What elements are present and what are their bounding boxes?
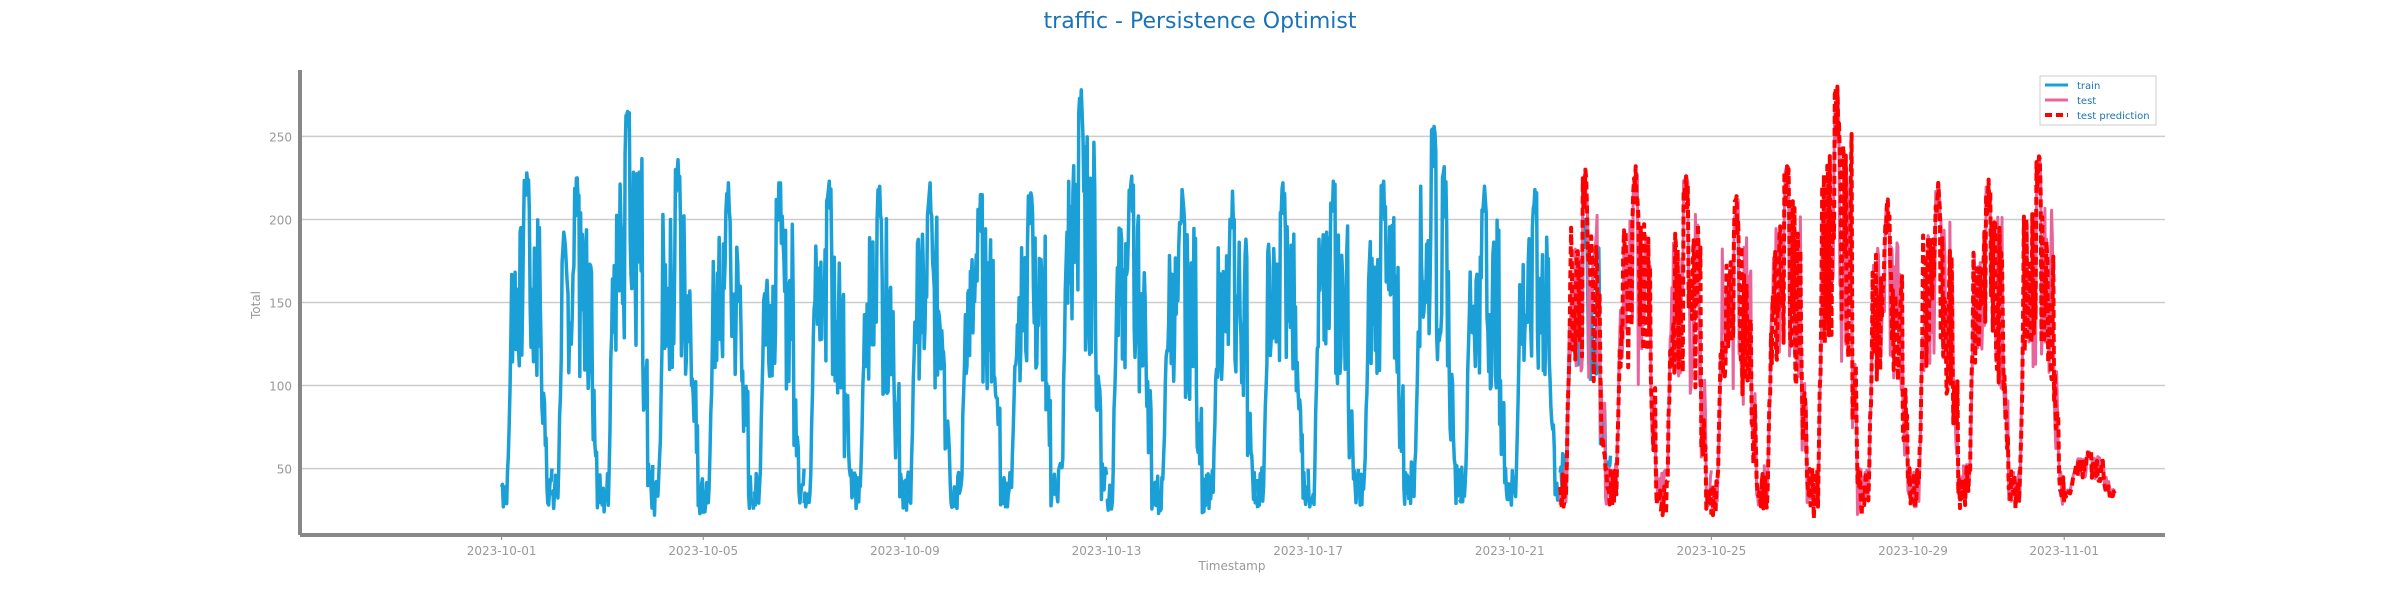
series-train-day-2023-10-06: [752, 181, 806, 507]
x-tick-label: 2023-10-21: [1475, 544, 1545, 558]
axis-layer: 50 100 150 200 250 2023-10-01 2023-10-05 2023-1…: [269, 70, 2165, 558]
series-test-prediction-day-2023-10-30: [1961, 177, 2016, 508]
series-train-day-2023-10-11: [1003, 191, 1058, 509]
x-tick-label: 2023-10-05: [668, 544, 738, 558]
series-train-day-2023-10-02: [550, 176, 605, 511]
series-test-prediction-day-2023-10-23: [1608, 164, 1663, 508]
y-tick-label: 150: [269, 297, 292, 311]
y-axis-label: Total: [249, 291, 263, 320]
series-test-prediction-day-2023-10-26: [1759, 164, 1815, 511]
series-train-day-2023-10-18: [1356, 179, 1411, 507]
y-tick-label: 250: [269, 130, 292, 144]
series-train-day-2023-10-08: [852, 184, 907, 511]
series-train-day-2023-10-14: [1155, 187, 1210, 516]
series-train-day-2023-10-15: [1205, 189, 1260, 511]
legend-label-prediction: test prediction: [2077, 111, 2150, 122]
series-test-prediction-day-2023-10-31: [2011, 154, 2067, 511]
x-tick-label: 2023-10-17: [1273, 544, 1343, 558]
series-train-day-2023-10-20: [1457, 184, 1512, 504]
series-train-day-2023-10-01: [499, 171, 554, 509]
legend-label-train: train: [2077, 81, 2100, 92]
y-tick-label: 200: [269, 213, 292, 227]
series-test-prediction: [1558, 84, 2117, 521]
data-layer: [499, 84, 2117, 521]
x-axis-label: Timestamp: [1198, 559, 1266, 573]
series-train: [499, 88, 1613, 517]
series-train-day-2023-10-10: [953, 192, 1008, 511]
series-train-day-2023-10-07: [802, 179, 857, 509]
y-tick-label: 100: [269, 380, 292, 394]
series-test-prediction-day-2023-11-01: [2062, 450, 2117, 499]
series-test-prediction-day-2023-10-24: [1658, 174, 1714, 518]
chart-title: traffic - Persistence Optimist: [1044, 9, 1357, 34]
y-tick-label: 50: [277, 463, 292, 477]
x-tick-label: 2023-10-29: [1878, 544, 1948, 558]
legend-label-test: test: [2077, 96, 2096, 107]
series-test-prediction-day-2023-10-27: [1810, 84, 1865, 521]
series-train-day-2023-10-13: [1105, 174, 1159, 512]
series-test-prediction-day-2023-10-25: [1710, 194, 1764, 518]
x-tick-label: 2023-11-01: [2029, 544, 2099, 558]
series-train-day-2023-10-12: [1054, 88, 1109, 504]
x-tick-label: 2023-10-13: [1072, 544, 1142, 558]
x-tick-label: 2023-10-09: [870, 544, 940, 558]
series-train-day-2023-10-09: [903, 181, 958, 512]
series-train-day-2023-10-16: [1255, 181, 1310, 507]
legend: train test test prediction: [2039, 75, 2157, 126]
x-tick-label: 2023-10-01: [467, 544, 537, 558]
series-test-prediction-day-2023-10-28: [1860, 197, 1915, 508]
series-train-day-2023-10-04: [651, 157, 705, 517]
series-train-day-2023-10-21: [1508, 187, 1562, 507]
series-train-day-2023-10-05: [701, 181, 756, 514]
series-train-day-2023-10-19: [1407, 124, 1462, 506]
x-tick-label: 2023-10-25: [1676, 544, 1746, 558]
series-train-day-2023-10-03: [600, 109, 655, 514]
series-train-day-2023-10-17: [1306, 179, 1361, 509]
series-test-prediction-day-2023-10-29: [1911, 180, 1966, 511]
series-test-prediction-day-2023-10-22: [1558, 167, 1613, 511]
